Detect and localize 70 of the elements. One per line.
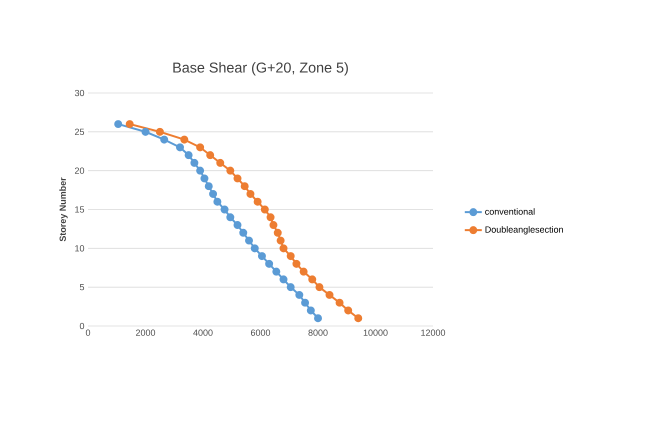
point [180, 136, 188, 144]
point [200, 174, 208, 182]
point [209, 190, 218, 198]
point [265, 260, 274, 268]
point [226, 213, 234, 222]
point [315, 283, 324, 292]
point [326, 290, 334, 299]
x-tick-label: 4000 [193, 330, 213, 336]
point [190, 158, 198, 167]
point [196, 166, 204, 175]
point [160, 136, 168, 144]
x-tick-label: 2000 [136, 330, 156, 336]
point [184, 151, 193, 160]
point [240, 182, 249, 190]
legend-label: Doubleanglesection [486, 226, 563, 234]
point [276, 236, 285, 245]
point [226, 166, 234, 175]
point [204, 182, 213, 190]
point [306, 306, 315, 314]
point [354, 314, 362, 322]
x-tick-label: 6000 [250, 330, 270, 336]
point [260, 206, 269, 214]
point [295, 290, 304, 299]
point [239, 228, 248, 237]
point [286, 252, 295, 260]
point [280, 244, 288, 252]
point [126, 120, 134, 128]
point [114, 120, 122, 128]
y-axis-title: Storey Number [59, 178, 68, 242]
y-tick-label: 10 [75, 245, 84, 252]
point [254, 198, 262, 206]
point [292, 260, 300, 268]
point [274, 228, 282, 237]
point [250, 244, 259, 252]
x-tick-label: 10000 [364, 330, 388, 336]
y-tick-label: 30 [74, 90, 84, 96]
point [300, 268, 308, 276]
legend-label: conventional [485, 208, 535, 215]
point [206, 151, 214, 160]
point [220, 206, 229, 214]
y-tick-label: 25 [74, 128, 84, 136]
x-tick-label: 12000 [421, 330, 446, 336]
point [286, 283, 295, 292]
point [216, 158, 224, 167]
x-tick-label: 8000 [308, 330, 328, 336]
point [314, 314, 322, 322]
point [176, 143, 184, 152]
y-tick-label: 15 [75, 206, 84, 213]
point [308, 275, 316, 284]
chart-title: Base Shear (G+20, Zone 5) [173, 62, 348, 76]
point [266, 213, 275, 222]
point [196, 143, 204, 152]
point [258, 252, 266, 260]
point [336, 298, 344, 307]
point [234, 174, 242, 182]
point [142, 128, 150, 136]
point [156, 128, 164, 136]
y-tick-label: 0 [80, 322, 84, 330]
point [213, 198, 222, 206]
x-tick-label: 0 [86, 330, 90, 336]
point [246, 190, 254, 198]
point [344, 306, 352, 314]
y-tick-label: 20 [74, 167, 84, 174]
point [245, 236, 253, 245]
point [234, 221, 242, 230]
point [269, 221, 278, 230]
point [280, 275, 288, 284]
y-tick-label: 5 [80, 284, 84, 290]
point [272, 268, 280, 276]
point [301, 298, 310, 307]
